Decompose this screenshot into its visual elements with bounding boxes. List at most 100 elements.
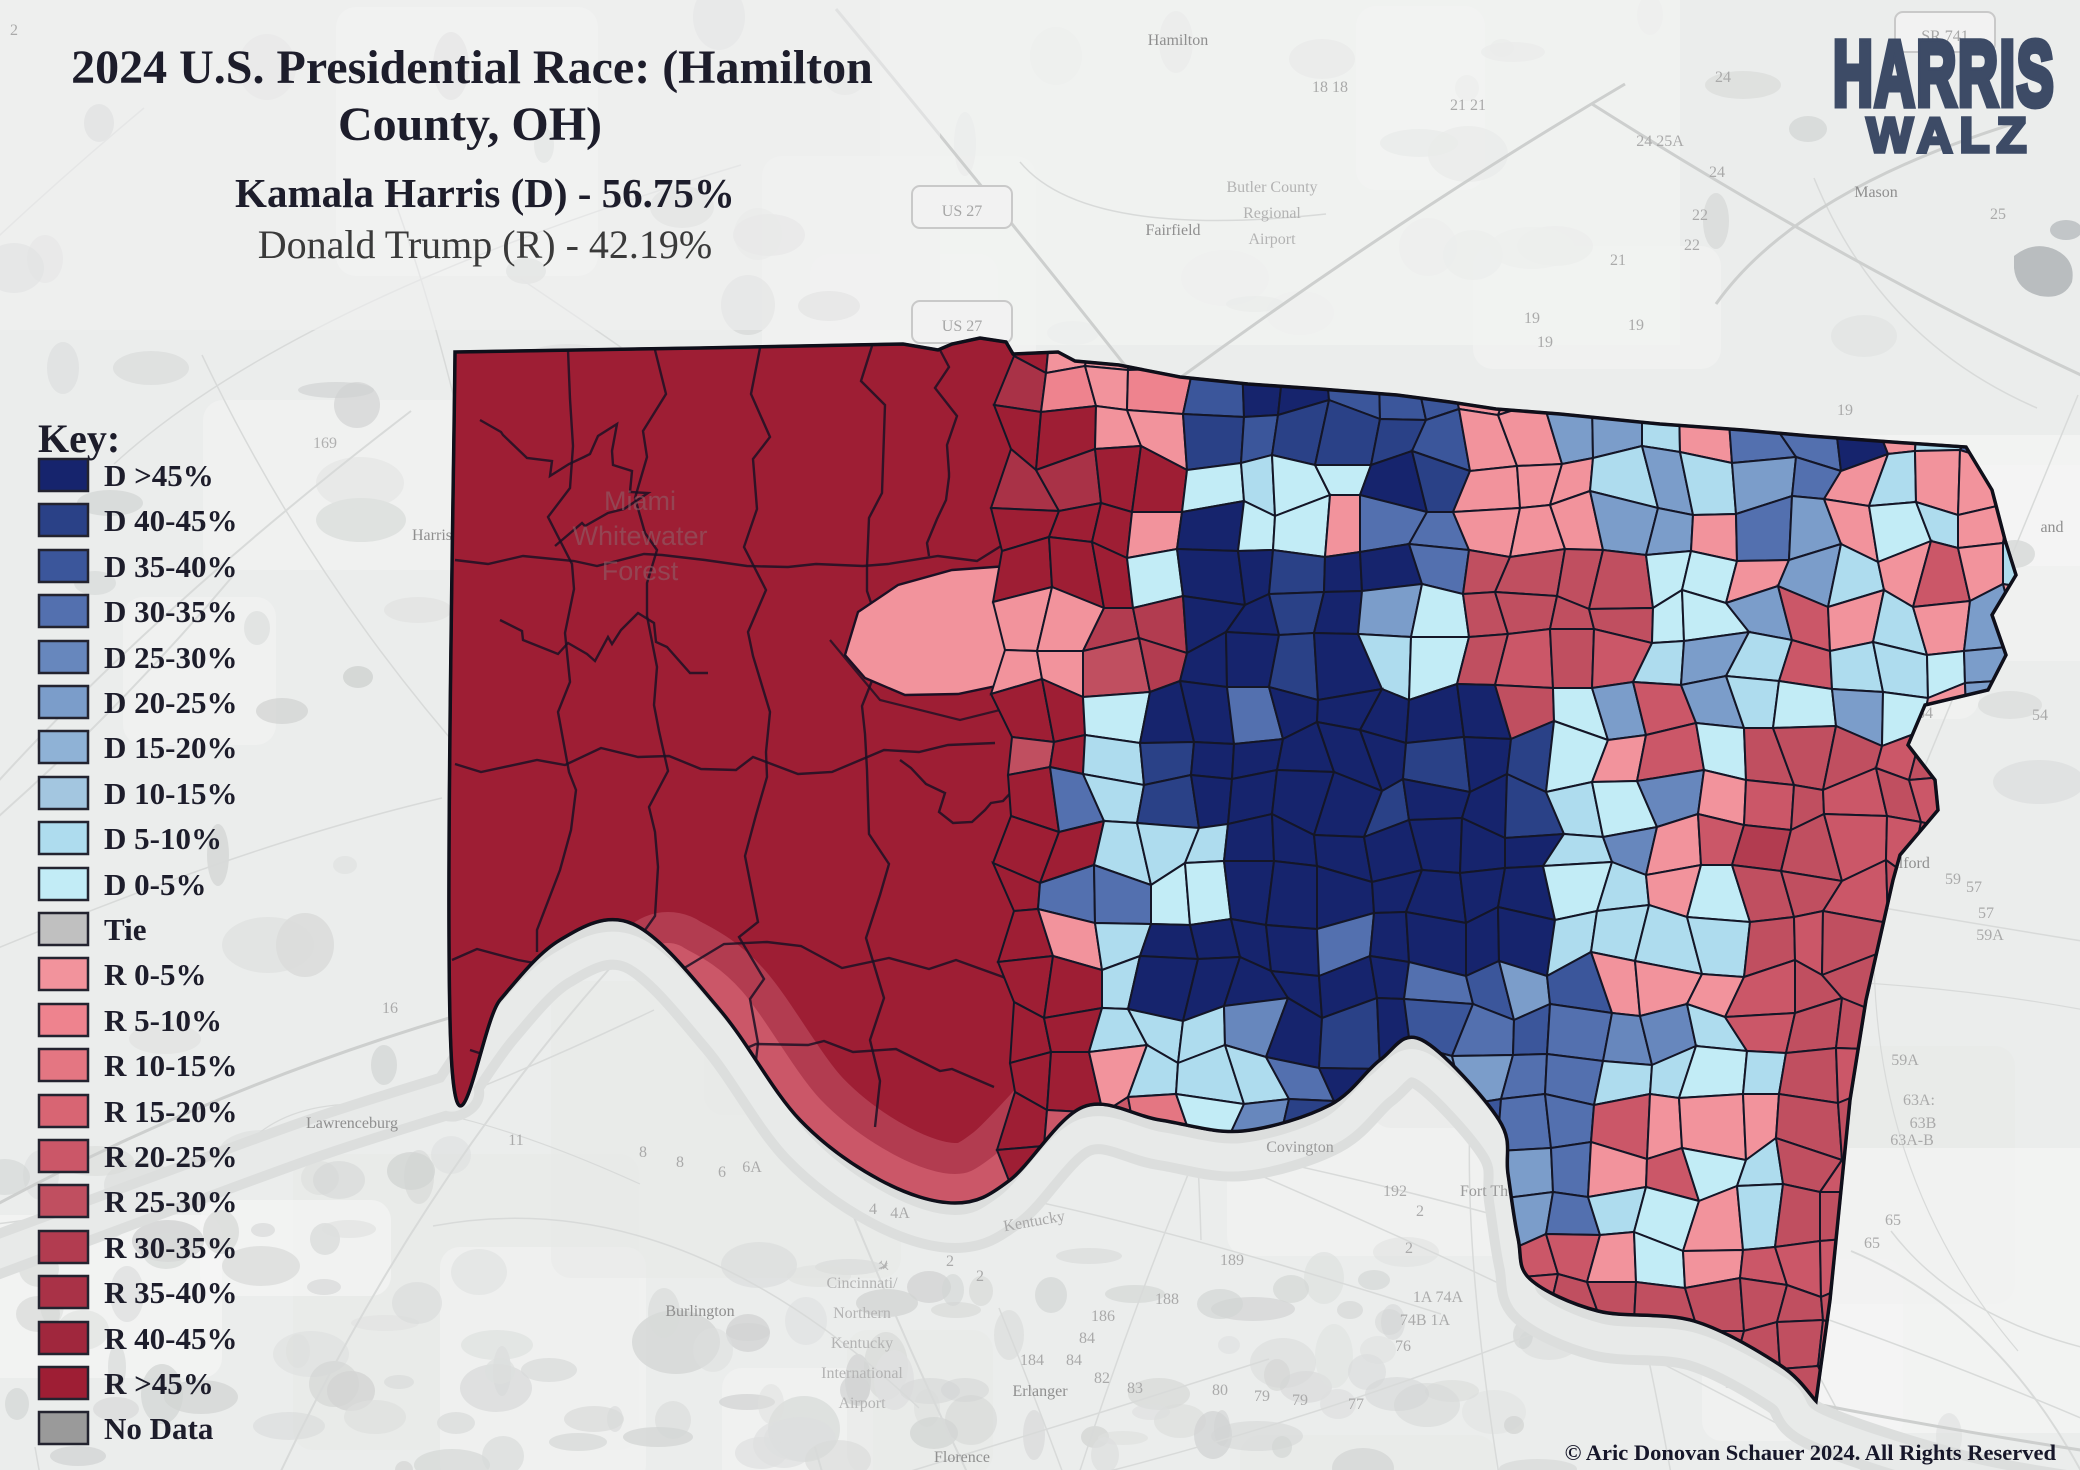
svg-text:22: 22	[1692, 207, 1708, 224]
svg-text:Miami: Miami	[604, 486, 676, 516]
svg-text:22: 22	[1684, 237, 1700, 254]
svg-text:D 25-30%: D 25-30%	[104, 640, 237, 675]
svg-text:79: 79	[1292, 1392, 1308, 1409]
svg-text:No Data: No Data	[104, 1411, 214, 1446]
svg-text:R 25-30%: R 25-30%	[104, 1184, 237, 1219]
svg-text:184: 184	[1020, 1352, 1044, 1369]
svg-text:186: 186	[1091, 1308, 1115, 1325]
svg-text:63A:: 63A:	[1903, 1092, 1935, 1109]
svg-text:D 10-15%: D 10-15%	[104, 776, 237, 811]
svg-text:4: 4	[869, 1201, 877, 1218]
svg-text:21: 21	[1610, 252, 1626, 269]
svg-text:84: 84	[1079, 1330, 1095, 1347]
svg-text:83: 83	[1127, 1380, 1143, 1397]
svg-text:D 20-25%: D 20-25%	[104, 685, 237, 720]
svg-text:16: 16	[382, 1000, 398, 1017]
svg-text:D 30-35%: D 30-35%	[104, 594, 237, 629]
svg-text:79: 79	[1254, 1388, 1270, 1405]
svg-text:Lawrenceburg: Lawrenceburg	[306, 1115, 398, 1132]
svg-text:International: International	[821, 1365, 903, 1382]
svg-text:2024 U.S. Presidential Race: (: 2024 U.S. Presidential Race: (Hamilton	[71, 41, 873, 94]
svg-text:Regional: Regional	[1243, 205, 1301, 222]
svg-text:Fairfield: Fairfield	[1145, 222, 1200, 239]
svg-text:189: 189	[1220, 1252, 1244, 1269]
svg-text:63A-B: 63A-B	[1890, 1132, 1934, 1149]
svg-text:R 40-45%: R 40-45%	[104, 1321, 237, 1356]
svg-text:4A: 4A	[890, 1205, 910, 1222]
svg-text:59A: 59A	[1976, 927, 2004, 944]
svg-text:24: 24	[1715, 69, 1731, 86]
svg-text:1A 74A: 1A 74A	[1413, 1289, 1464, 1306]
svg-text:57: 57	[1966, 879, 1982, 896]
svg-text:D 0-5%: D 0-5%	[104, 867, 206, 902]
svg-text:24 25A: 24 25A	[1636, 133, 1684, 150]
svg-text:Tie: Tie	[104, 912, 147, 947]
svg-text:Kentucky: Kentucky	[831, 1335, 893, 1352]
svg-text:D 15-20%: D 15-20%	[104, 730, 237, 765]
svg-text:8: 8	[639, 1144, 647, 1161]
svg-text:2: 2	[946, 1253, 954, 1270]
svg-text:84: 84	[1066, 1352, 1082, 1369]
svg-text:6: 6	[718, 1164, 726, 1181]
svg-text:HARRIS: HARRIS	[1833, 23, 2055, 126]
svg-text:© Aric Donovan Schauer 2024. A: © Aric Donovan Schauer 2024. All Rights …	[1565, 1440, 2057, 1465]
svg-text:59A: 59A	[1891, 1052, 1919, 1069]
svg-text:54: 54	[2032, 707, 2048, 724]
svg-text:Florence: Florence	[934, 1449, 990, 1466]
svg-text:65: 65	[1864, 1235, 1880, 1252]
svg-text:SR 741: SR 741	[1921, 28, 1969, 45]
svg-text:Airport: Airport	[838, 1395, 886, 1412]
svg-text:65: 65	[1885, 1212, 1901, 1229]
svg-text:57: 57	[1978, 905, 1994, 922]
svg-text:D 40-45%: D 40-45%	[104, 503, 237, 538]
svg-text:6A: 6A	[742, 1159, 762, 1176]
svg-text:R 35-40%: R 35-40%	[104, 1275, 237, 1310]
svg-text:R 5-10%: R 5-10%	[104, 1003, 222, 1038]
svg-text:Northern: Northern	[833, 1305, 891, 1322]
svg-text:R 30-35%: R 30-35%	[104, 1230, 237, 1265]
svg-text:74B 1A: 74B 1A	[1400, 1312, 1451, 1329]
svg-text:21 21: 21 21	[1450, 97, 1486, 114]
svg-text:11: 11	[508, 1132, 523, 1149]
svg-text:County, OH): County, OH)	[338, 98, 602, 151]
svg-text:R 20-25%: R 20-25%	[104, 1139, 237, 1174]
svg-text:and: and	[2040, 519, 2063, 536]
svg-text:82: 82	[1094, 1370, 1110, 1387]
svg-text:2: 2	[1416, 1203, 1424, 1220]
svg-text:Key:: Key:	[38, 416, 120, 461]
svg-text:24: 24	[1709, 164, 1725, 181]
svg-text:2: 2	[10, 22, 18, 39]
svg-text:R 15-20%: R 15-20%	[104, 1094, 237, 1129]
svg-text:R >45%: R >45%	[104, 1366, 214, 1401]
svg-text:Kamala Harris (D) - 56.75%: Kamala Harris (D) - 56.75%	[235, 170, 735, 216]
svg-text:76: 76	[1395, 1338, 1411, 1355]
svg-text:R 10-15%: R 10-15%	[104, 1048, 237, 1083]
svg-text:Donald Trump (R) - 42.19%: Donald Trump (R) - 42.19%	[258, 222, 712, 267]
svg-text:WALZ: WALZ	[1867, 109, 2034, 163]
svg-text:Airport: Airport	[1248, 231, 1296, 248]
svg-text:59: 59	[1945, 871, 1961, 888]
svg-text:US 27: US 27	[942, 318, 982, 335]
svg-text:18 18: 18 18	[1312, 79, 1348, 96]
svg-text:8: 8	[676, 1154, 684, 1171]
svg-text:Burlington: Burlington	[665, 1303, 734, 1320]
svg-text:Erlanger: Erlanger	[1012, 1383, 1068, 1400]
svg-text:19: 19	[1524, 310, 1540, 327]
svg-text:169: 169	[313, 435, 337, 452]
svg-text:19: 19	[1537, 334, 1553, 351]
svg-text:R 0-5%: R 0-5%	[104, 957, 206, 992]
svg-text:2: 2	[976, 1268, 984, 1285]
svg-text:192: 192	[1383, 1183, 1407, 1200]
svg-text:63B: 63B	[1910, 1115, 1937, 1132]
svg-text:Forest: Forest	[602, 556, 679, 586]
svg-text:188: 188	[1155, 1291, 1179, 1308]
svg-text:Mason: Mason	[1854, 184, 1898, 201]
svg-text:D 5-10%: D 5-10%	[104, 821, 222, 856]
svg-text:Cincinnati/: Cincinnati/	[826, 1275, 898, 1292]
svg-text:80: 80	[1212, 1382, 1228, 1399]
svg-text:19: 19	[1837, 402, 1853, 419]
svg-text:US 27: US 27	[942, 203, 982, 220]
svg-text:2: 2	[1405, 1240, 1413, 1257]
svg-text:D 35-40%: D 35-40%	[104, 549, 237, 584]
svg-text:19: 19	[1628, 317, 1644, 334]
